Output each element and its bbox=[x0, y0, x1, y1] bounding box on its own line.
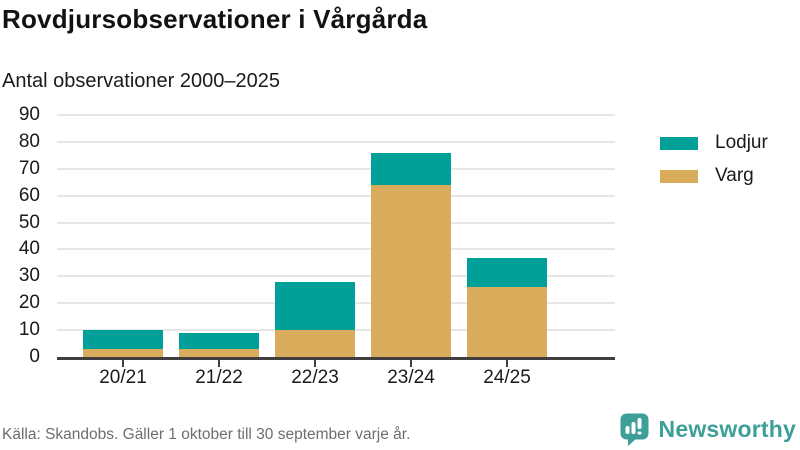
source-note: Källa: Skandobs. Gäller 1 oktober till 3… bbox=[2, 426, 411, 443]
x-tick bbox=[122, 360, 124, 367]
page-title: Rovdjursobservationer i Vårgårda bbox=[2, 4, 428, 34]
y-axis: 0 10 20 30 40 50 60 70 80 90 bbox=[0, 104, 48, 367]
brand-name: Newsworthy bbox=[658, 416, 796, 442]
bar-lodjur-22/23 bbox=[275, 281, 355, 331]
legend-item-varg: Varg bbox=[660, 165, 768, 187]
y-tick-label: 30 bbox=[18, 265, 40, 287]
y-tick-label: 50 bbox=[18, 211, 40, 233]
legend-swatch-lodjur bbox=[660, 136, 698, 150]
x-tick-label: 22/23 bbox=[291, 367, 339, 388]
y-tick-label: 10 bbox=[18, 319, 40, 341]
y-tick-label: 60 bbox=[18, 184, 40, 206]
gridline bbox=[57, 167, 615, 170]
y-tick-label: 90 bbox=[18, 104, 40, 125]
bar-varg-21/22 bbox=[179, 348, 259, 357]
x-tick bbox=[314, 360, 316, 367]
gridline bbox=[57, 140, 615, 143]
bar-lodjur-20/21 bbox=[83, 330, 163, 349]
gridline bbox=[57, 114, 615, 116]
y-tick-label: 20 bbox=[18, 292, 40, 314]
gridline bbox=[57, 221, 615, 224]
bar-varg-22/23 bbox=[275, 330, 355, 357]
x-tick bbox=[410, 360, 412, 367]
x-tick-label: 24/25 bbox=[483, 367, 531, 388]
x-tick-label: 20/21 bbox=[99, 367, 147, 388]
y-tick-label: 80 bbox=[18, 130, 40, 152]
gridline bbox=[57, 275, 615, 278]
gridline bbox=[57, 248, 615, 251]
bar-lodjur-24/25 bbox=[467, 257, 547, 288]
x-tick-label: 21/22 bbox=[195, 367, 243, 388]
legend-label: Varg bbox=[715, 165, 754, 186]
y-tick-label: 40 bbox=[18, 238, 40, 260]
bar-varg-24/25 bbox=[467, 287, 547, 357]
y-tick-label: 0 bbox=[29, 346, 40, 367]
legend-label: Lodjur bbox=[715, 132, 768, 153]
y-tick-label: 70 bbox=[18, 157, 40, 179]
chart-legend: Lodjur Varg bbox=[660, 132, 768, 198]
x-tick bbox=[506, 360, 508, 367]
newsworthy-icon bbox=[620, 413, 649, 446]
x-tick bbox=[218, 360, 220, 367]
bar-varg-23/24 bbox=[371, 184, 451, 357]
bar-lodjur-21/22 bbox=[179, 332, 259, 349]
legend-item-lodjur: Lodjur bbox=[660, 132, 768, 154]
chart-subtitle: Antal observationer 2000–2025 bbox=[2, 70, 280, 92]
plot-area: 20/21 21/22 22/23 23/24 24/25 bbox=[57, 114, 615, 388]
brand-logo: Newsworthy bbox=[619, 412, 796, 447]
gridline bbox=[57, 194, 615, 197]
x-tick-label: 23/24 bbox=[387, 367, 435, 388]
bar-lodjur-23/24 bbox=[371, 152, 451, 185]
bar-varg-20/21 bbox=[83, 348, 163, 357]
legend-swatch-varg bbox=[660, 169, 698, 183]
